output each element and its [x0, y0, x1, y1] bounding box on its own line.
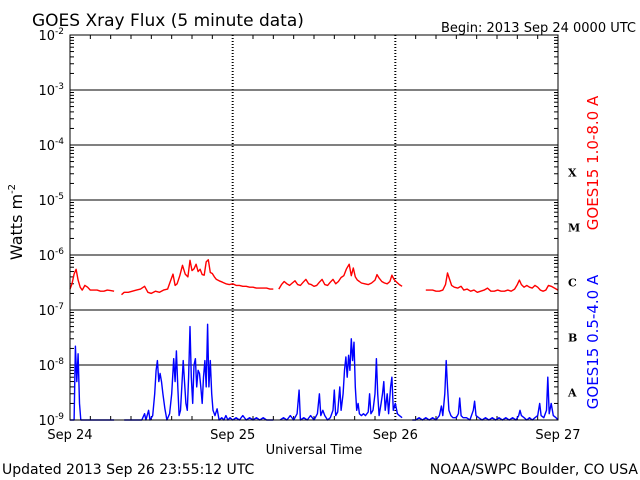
- series-layer: [69, 259, 559, 421]
- x-tick-label: Sep 26: [373, 428, 418, 443]
- grid-layer: [70, 35, 558, 420]
- x-tick-label: Sep 24: [47, 428, 92, 443]
- legend-red-series: GOES15 1.0-8.0 A: [584, 95, 602, 230]
- y-tick-label: 10-6: [38, 247, 64, 264]
- y-tick-label: 10-4: [38, 137, 64, 154]
- flare-class-label: X: [568, 167, 577, 180]
- flare-class-labels: A B C M X: [567, 167, 580, 400]
- updated-timestamp: Updated 2013 Sep 26 23:55:12 UTC: [2, 462, 255, 478]
- tick-layer: [70, 35, 558, 420]
- x-tick-label: Sep 25: [210, 428, 255, 443]
- y-axis-label: Watts m-2: [7, 184, 26, 260]
- begin-label: Begin: 2013 Sep 24 0000 UTC: [441, 21, 636, 36]
- y-tick-label: 10-3: [38, 82, 64, 99]
- x-tick-label: Sep 27: [535, 428, 580, 443]
- chart-title: GOES Xray Flux (5 minute data): [32, 11, 304, 31]
- y-tick-label: 10-9: [38, 412, 64, 429]
- series-short-wavelength-line: [70, 323, 559, 421]
- y-tick-label: 10-2: [38, 27, 64, 44]
- legend-blue-series: GOES15 0.5-4.0 A: [584, 274, 602, 409]
- x-tick-labels: Sep 24 Sep 25 Sep 26 Sep 27: [47, 428, 580, 443]
- flare-class-label: B: [568, 332, 577, 345]
- plot-frame: [69, 34, 559, 421]
- series-long-wavelength-line: [69, 259, 559, 296]
- flare-class-label: A: [567, 387, 577, 400]
- y-tick-labels: 10-9 10-8 10-7 10-6 10-5 10-4 10-3 10-2: [38, 27, 64, 429]
- x-axis-label: Universal Time: [266, 443, 363, 458]
- y-tick-label: 10-5: [38, 192, 64, 209]
- flare-class-label: M: [568, 222, 580, 235]
- y-tick-label: 10-7: [38, 302, 64, 319]
- flare-class-label: C: [568, 277, 577, 290]
- y-tick-label: 10-8: [38, 357, 64, 374]
- credit-text: NOAA/SWPC Boulder, CO USA: [430, 462, 639, 478]
